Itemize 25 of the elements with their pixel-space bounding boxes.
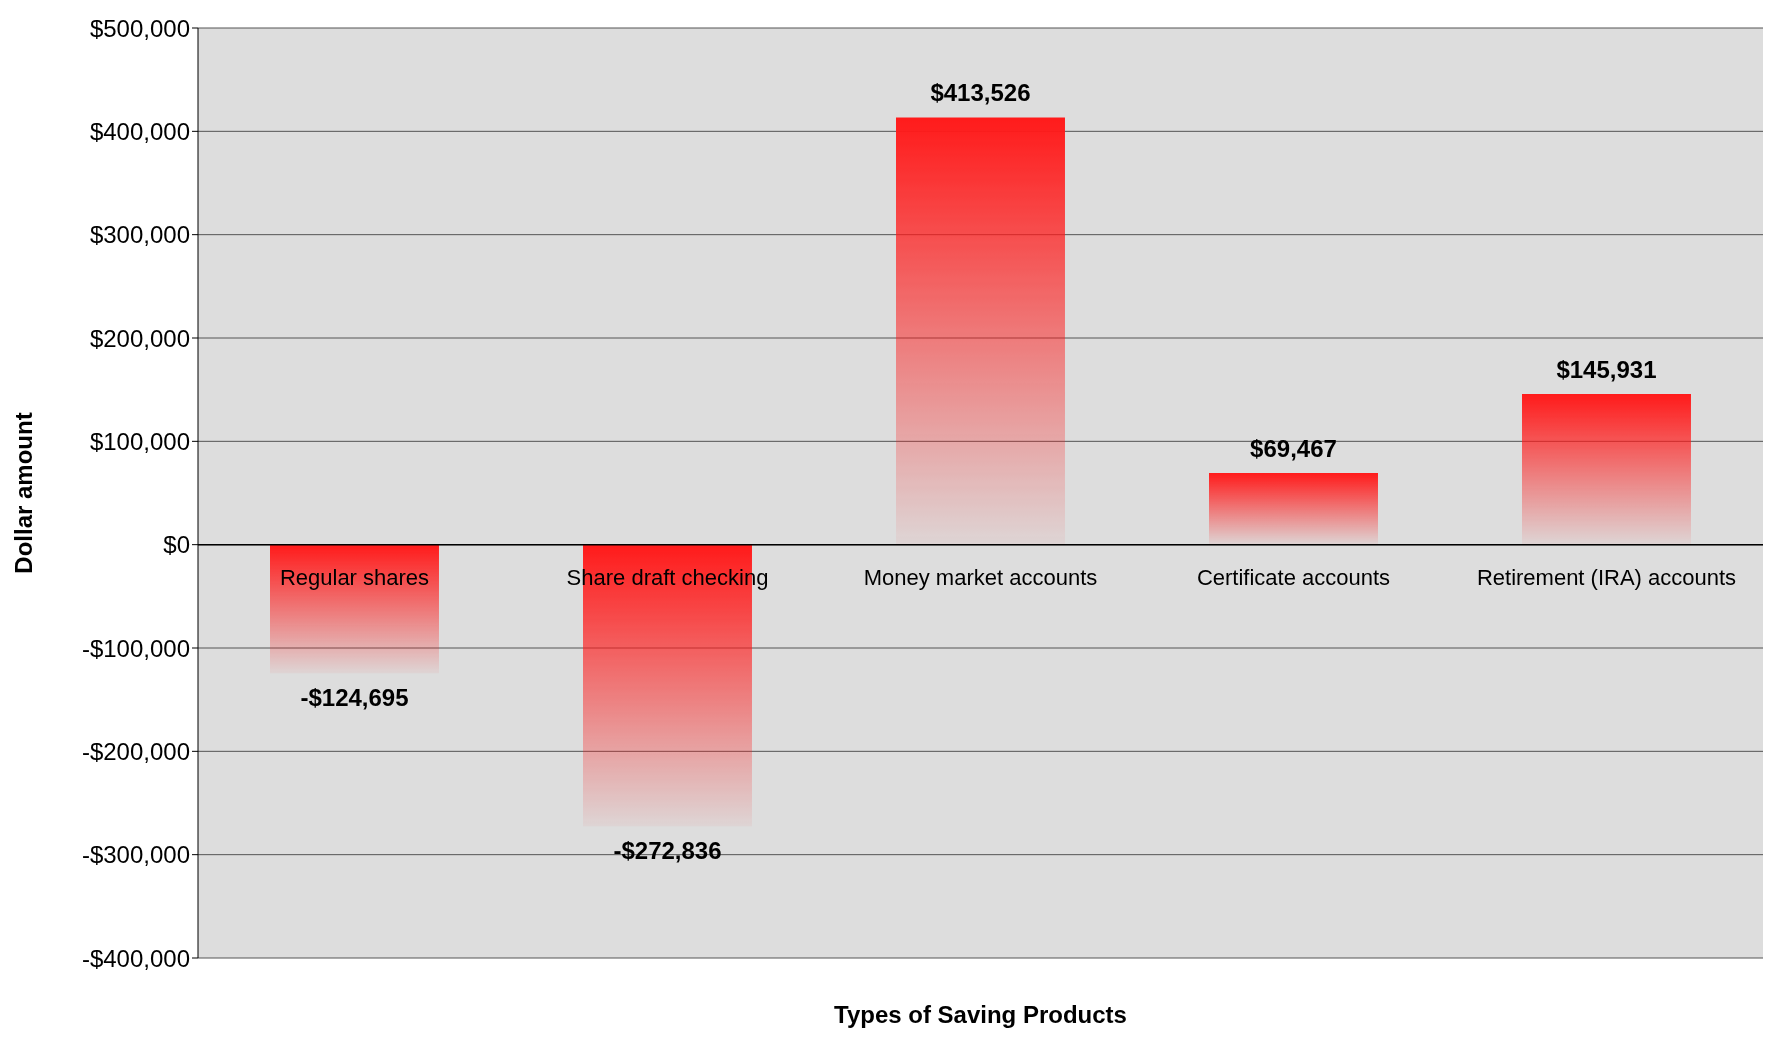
data-label: -$124,695 (300, 683, 409, 711)
data-label: $413,526 (930, 79, 1031, 107)
data-label: $69,467 (1250, 434, 1337, 462)
data-label: $145,931 (1556, 355, 1657, 383)
y-tick-label: $200,000 (89, 324, 190, 352)
x-axis-title: Types of Saving Products (834, 1001, 1127, 1028)
y-tick-label: -$400,000 (81, 944, 190, 972)
bar (1521, 393, 1691, 545)
y-tick-label: $400,000 (89, 117, 190, 145)
x-tick-label: Money market accounts (863, 564, 1098, 590)
y-tick-label: -$100,000 (81, 634, 190, 662)
bar (269, 544, 439, 674)
x-tick-label: Certificate accounts (1196, 564, 1391, 590)
bar (895, 117, 1065, 545)
y-tick-label: -$300,000 (81, 841, 190, 869)
data-label: -$272,836 (613, 836, 722, 864)
y-axis-title: Dollar amount (9, 412, 37, 574)
bar (1208, 472, 1378, 545)
y-tick-label: -$200,000 (81, 737, 190, 765)
x-tick-label: Regular shares (279, 564, 430, 590)
y-tick-label: $100,000 (89, 427, 190, 455)
x-tick-label: Retirement (IRA) accounts (1476, 564, 1737, 590)
y-tick-label: $300,000 (89, 221, 190, 249)
y-tick-label: $0 (163, 531, 190, 559)
y-tick-label: $500,000 (89, 14, 190, 42)
